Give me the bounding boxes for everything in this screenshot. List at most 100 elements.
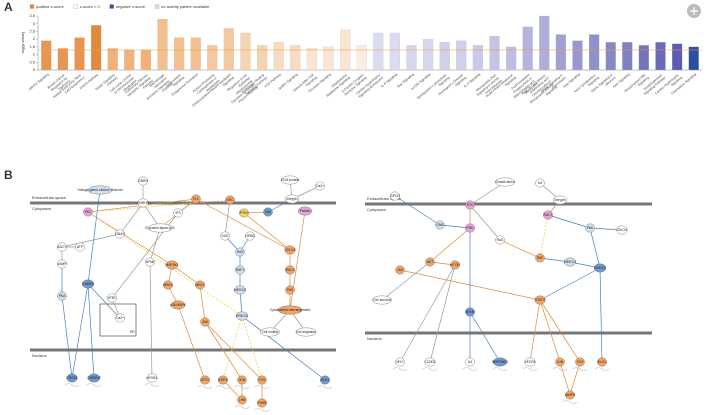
node [281, 175, 299, 185]
legend-label: positive z-score [36, 4, 65, 9]
edge [87, 283, 121, 319]
node [75, 242, 85, 252]
node-label: PKA [59, 294, 66, 298]
bar [572, 40, 583, 71]
edge [222, 315, 243, 381]
bar [406, 45, 417, 71]
node [424, 357, 436, 367]
node [137, 198, 149, 208]
node [107, 293, 117, 303]
edge [569, 361, 581, 396]
node-label: GNAS [115, 232, 125, 236]
node-label: ERK1/2 [236, 314, 248, 318]
node [435, 220, 445, 230]
edge [399, 264, 456, 363]
edge [149, 227, 161, 263]
node-label: CaMKII [83, 282, 94, 286]
node [138, 176, 148, 186]
node [425, 257, 435, 267]
y-tick-label: 3.5 [29, 13, 35, 18]
node-label: IP3R [108, 296, 116, 300]
y-tick-label: 2.5 [29, 28, 35, 33]
bar [240, 32, 251, 71]
node-label: Ca2+ [316, 184, 324, 188]
node [57, 242, 67, 252]
node-label: CCND1 [424, 360, 436, 364]
node [257, 398, 267, 408]
bar [190, 37, 201, 71]
node [165, 260, 178, 270]
compartment-label: Nucleus [32, 353, 46, 358]
node [555, 357, 565, 367]
node-label: PLC [193, 197, 200, 201]
edge [589, 227, 601, 269]
node-label: RAF1 [236, 268, 245, 272]
er-box [99, 303, 137, 337]
node-label: SERPINE1 [492, 360, 508, 364]
bar [605, 42, 616, 71]
bar [273, 42, 284, 71]
node-label: JUN [557, 360, 564, 364]
legend-swatch [109, 4, 114, 9]
node-label: MYC [396, 360, 404, 364]
node-label: IL6 [468, 360, 473, 364]
node-label: ATF2 [201, 378, 209, 382]
node-label: NFkB [466, 310, 475, 314]
node [390, 191, 400, 201]
node-label: SRC [227, 198, 235, 202]
edge [469, 204, 501, 241]
bar [356, 45, 367, 71]
bar [41, 40, 52, 71]
edge [119, 202, 144, 235]
node [66, 373, 78, 383]
bar [74, 37, 85, 71]
node [564, 257, 577, 267]
edge [87, 199, 231, 213]
bar [290, 45, 301, 71]
legend-label: negative z-score [116, 4, 146, 9]
bar [57, 48, 68, 71]
node [492, 357, 508, 367]
node [284, 194, 300, 204]
node [220, 231, 230, 241]
node [163, 280, 173, 290]
dna-glyph [392, 367, 408, 371]
bar [589, 34, 600, 71]
node [616, 225, 628, 235]
edge [499, 239, 541, 259]
nuclear-membrane [30, 348, 336, 352]
y-tick-label: 0 [33, 67, 36, 72]
node [585, 223, 595, 233]
node-label: ATP [77, 245, 84, 249]
legend-label: z-score = 0 [80, 4, 101, 9]
node-label: Integrin [287, 197, 298, 201]
node-label: Paxillin [300, 209, 311, 213]
node [257, 375, 267, 385]
node [147, 223, 173, 233]
bar [306, 48, 317, 71]
node [200, 317, 210, 327]
node-label: NFkB [146, 260, 155, 264]
edge [599, 267, 603, 363]
edge [87, 211, 243, 317]
edge [149, 261, 153, 379]
bar [207, 45, 218, 71]
node-label: PKC [85, 210, 92, 214]
node-label: JNK [202, 320, 209, 324]
node-label: VEGFA [525, 360, 537, 364]
edge [204, 321, 243, 381]
node [170, 300, 186, 310]
node [57, 291, 67, 301]
bar [257, 45, 268, 71]
node [235, 265, 245, 275]
node-label: PI3K [466, 226, 474, 230]
bar [688, 46, 699, 71]
node [594, 263, 607, 273]
node [83, 207, 93, 217]
bar [323, 46, 334, 71]
compartment-label: Cytoplasm [367, 207, 387, 212]
node [235, 247, 245, 257]
bar [157, 18, 168, 71]
bar [672, 43, 683, 71]
node-label: Cell motility [262, 330, 279, 334]
